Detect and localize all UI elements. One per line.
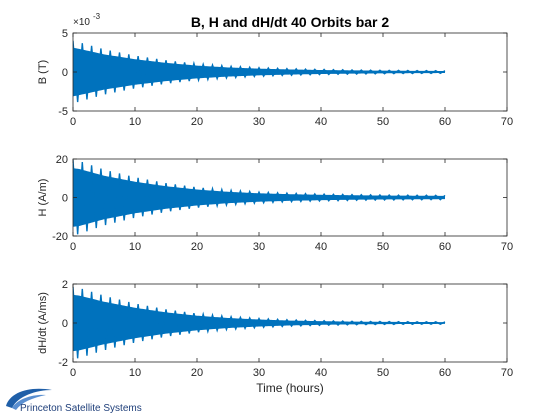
x-axis-label: Time (hours) xyxy=(256,381,324,395)
series-band-1-1 xyxy=(73,47,445,97)
x-tick-label: 30 xyxy=(253,116,265,128)
x-tick-label: 70 xyxy=(501,241,513,253)
series-band-3-1 xyxy=(73,294,445,352)
logo-text: Princeton Satellite Systems xyxy=(20,403,142,414)
x-tick-label: 0 xyxy=(70,116,76,128)
x-tick-label: 10 xyxy=(129,116,141,128)
x-tick-label: 20 xyxy=(191,241,203,253)
y-exponent-label: ×10 xyxy=(73,17,90,28)
x-tick-label: 30 xyxy=(253,367,265,379)
x-tick-label: 60 xyxy=(439,241,451,253)
y-tick-label: -2 xyxy=(58,357,68,369)
x-tick-label: 20 xyxy=(191,367,203,379)
x-tick-label: 70 xyxy=(501,116,513,128)
y-exponent-superscript: -3 xyxy=(93,12,101,21)
series-line-2-1 xyxy=(73,159,446,235)
x-tick-label: 10 xyxy=(129,241,141,253)
x-tick-label: 50 xyxy=(377,367,389,379)
y-axis-label: dH/dt (A/ms) xyxy=(37,292,49,354)
series-band-2-1 xyxy=(73,168,445,227)
x-tick-label: 0 xyxy=(70,241,76,253)
y-tick-label: -5 xyxy=(58,106,68,118)
x-tick-label: 10 xyxy=(129,367,141,379)
x-tick-label: 60 xyxy=(439,367,451,379)
x-tick-label: 60 xyxy=(439,116,451,128)
logo-swoosh-inner-icon xyxy=(12,394,46,410)
x-tick-label: 40 xyxy=(315,241,327,253)
y-tick-label: 0 xyxy=(62,67,68,79)
series-line-1-1 xyxy=(73,40,446,103)
y-tick-label: -20 xyxy=(52,231,68,243)
x-tick-label: 0 xyxy=(70,367,76,379)
x-tick-label: 20 xyxy=(191,116,203,128)
x-tick-label: 30 xyxy=(253,241,265,253)
y-tick-label: 0 xyxy=(62,318,68,330)
y-axis-label: H (A/m) xyxy=(37,179,49,217)
logo-swoosh-icon xyxy=(6,388,52,408)
y-tick-label: 2 xyxy=(62,279,68,291)
series-line-3-1 xyxy=(73,286,446,359)
x-tick-label: 40 xyxy=(315,116,327,128)
y-tick-label: 0 xyxy=(62,193,68,205)
y-axis-label: B (T) xyxy=(37,60,49,84)
y-tick-label: 5 xyxy=(62,28,68,40)
x-tick-label: 50 xyxy=(377,241,389,253)
y-tick-label: 20 xyxy=(56,154,68,166)
psss-logo: Princeton Satellite Systems xyxy=(6,388,142,414)
x-tick-label: 70 xyxy=(501,367,513,379)
x-tick-label: 50 xyxy=(377,116,389,128)
x-tick-label: 40 xyxy=(315,367,327,379)
figure-title: B, H and dH/dt 40 Orbits bar 2 xyxy=(191,14,390,30)
